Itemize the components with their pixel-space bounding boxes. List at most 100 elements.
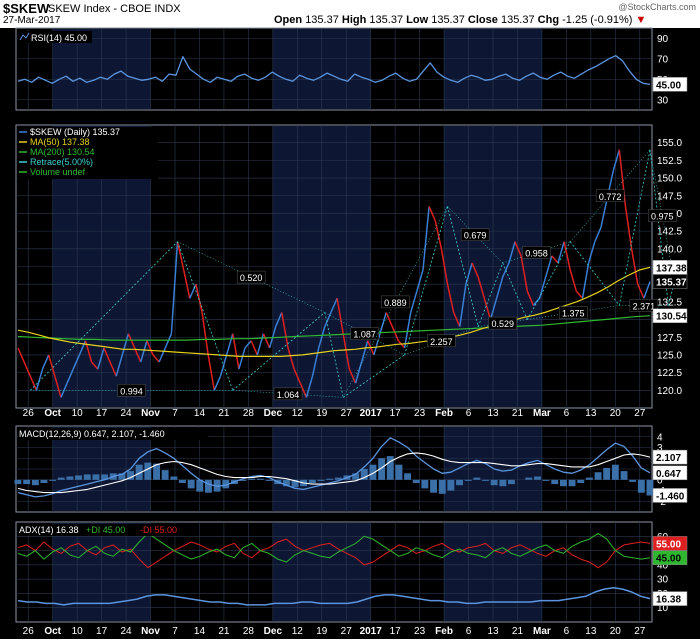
plus-di-last-value-box: [652, 550, 688, 565]
x-tick-label: 20: [610, 626, 622, 637]
price-segment: [146, 340, 154, 356]
retrace-label-box: [273, 387, 303, 401]
x-tick-label: Mar: [533, 408, 551, 419]
x-tick-label: Oct: [44, 408, 61, 419]
ma200-last-value-box: [652, 308, 688, 323]
macd-histogram-bar: [585, 477, 593, 480]
price-segment: [446, 284, 455, 313]
price-segment: [483, 298, 492, 320]
price-segment: [459, 284, 467, 327]
price-segment: [618, 149, 627, 207]
price-segment: [201, 312, 209, 356]
plus-di-line: [17, 532, 651, 563]
price-segment: [158, 347, 166, 363]
price-segment: [637, 283, 645, 299]
chart-date: 27-Mar-2017: [3, 15, 61, 26]
price-segment: [587, 241, 596, 264]
price-segment: [489, 298, 498, 320]
price-segment: [225, 333, 234, 356]
macd-histogram-bar: [412, 479, 420, 483]
y-tick-label: 3: [657, 443, 663, 454]
price-segment: [514, 241, 522, 257]
y-tick-label: 150.0: [657, 174, 682, 185]
y-tick-label: 0: [657, 475, 663, 486]
price-segment: [612, 149, 621, 172]
macd-histogram-bar: [352, 473, 360, 480]
y-tick-label: 40: [657, 560, 669, 571]
price-segment: [250, 340, 258, 356]
price-segment: [465, 262, 473, 285]
macd-histogram-bar: [646, 479, 654, 496]
chart-header: $SKEW SKEW Index - CBOE INDX 27-Mar-2017…: [0, 0, 700, 28]
macd-legend-bg: [18, 428, 208, 440]
retrace-label: 1.064: [277, 390, 300, 400]
macd-histogram-bar: [92, 474, 100, 480]
price-segment: [41, 354, 50, 370]
retrace-label-box: [381, 295, 410, 309]
macd-histogram-bar: [205, 479, 212, 493]
macd-hist-value-box: [652, 488, 688, 503]
retrace-label-box: [522, 246, 551, 259]
macd-histogram-bar: [421, 479, 429, 489]
y-tick-label: 120.0: [657, 386, 682, 397]
retrace-label-box: [595, 189, 625, 202]
y-tick-label: 4: [657, 432, 663, 443]
macd-histogram-bar: [637, 479, 645, 493]
macd-histogram-bar: [239, 479, 247, 481]
y-tick-label: 127.5: [657, 333, 682, 344]
retrace-dash: [404, 206, 448, 356]
macd-histogram-bar: [196, 479, 204, 492]
price-segment: [630, 248, 639, 285]
price-legend-item: Volume undef: [30, 167, 86, 177]
price-segment: [471, 262, 479, 278]
high-label: High: [341, 14, 367, 26]
x-tick-label: 13: [487, 408, 499, 419]
price-legend-item: MA(200) 130.54: [30, 147, 95, 157]
x-tick-label: 17: [390, 408, 402, 419]
price-segment: [170, 241, 179, 334]
price-segment: [133, 347, 142, 363]
price-segment: [275, 312, 283, 327]
macd-histogram-bar: [577, 479, 585, 483]
macd-histogram-bar: [135, 464, 143, 480]
x-tick-label: 6: [564, 626, 570, 637]
retrace-label: 0.529: [491, 319, 514, 329]
price-segment: [428, 206, 436, 221]
macd-histogram-bar: [499, 479, 507, 487]
retrace-dash: [447, 206, 479, 327]
price-segment: [379, 312, 387, 334]
low-value: 135.37: [431, 14, 465, 26]
price-segment: [569, 269, 578, 292]
macd-histogram-bar: [534, 476, 541, 480]
macd-histogram-bar: [66, 476, 74, 480]
price-segment: [189, 283, 197, 299]
price-segment: [557, 241, 565, 264]
adx-last-value-box: [652, 591, 688, 606]
price-legend-item: Retrace(5.00%): [30, 157, 93, 167]
rsi-line: [17, 55, 651, 86]
retrace-label: 0.994: [120, 386, 143, 396]
macd-histogram-bar: [248, 478, 256, 480]
price-segment: [164, 333, 173, 349]
price-segment: [115, 354, 124, 377]
price-last-value: 135.37: [656, 278, 687, 289]
x-tick-label: 14: [194, 626, 206, 637]
price-segment: [600, 199, 608, 228]
price-segment: [121, 333, 130, 356]
price-segment: [391, 326, 400, 342]
retrace-span: [527, 305, 620, 320]
y-tick-label: 30: [657, 95, 669, 106]
price-segment: [336, 298, 344, 334]
price-segment: [317, 326, 326, 349]
price-segment: [532, 297, 541, 306]
retrace-label-box: [117, 384, 146, 397]
rsi-last-value: 45.00: [656, 80, 681, 91]
price-last-value-box: [652, 274, 688, 289]
price-segment: [91, 361, 99, 370]
macd-legend: MACD(12,26,9) 0.647, 2.107, -1.460: [19, 429, 165, 439]
price-segment: [373, 333, 381, 356]
macd-signal-value: 0.647: [656, 469, 681, 480]
macd-histogram-bar: [430, 479, 437, 493]
retrace-label: 0.889: [384, 298, 407, 308]
